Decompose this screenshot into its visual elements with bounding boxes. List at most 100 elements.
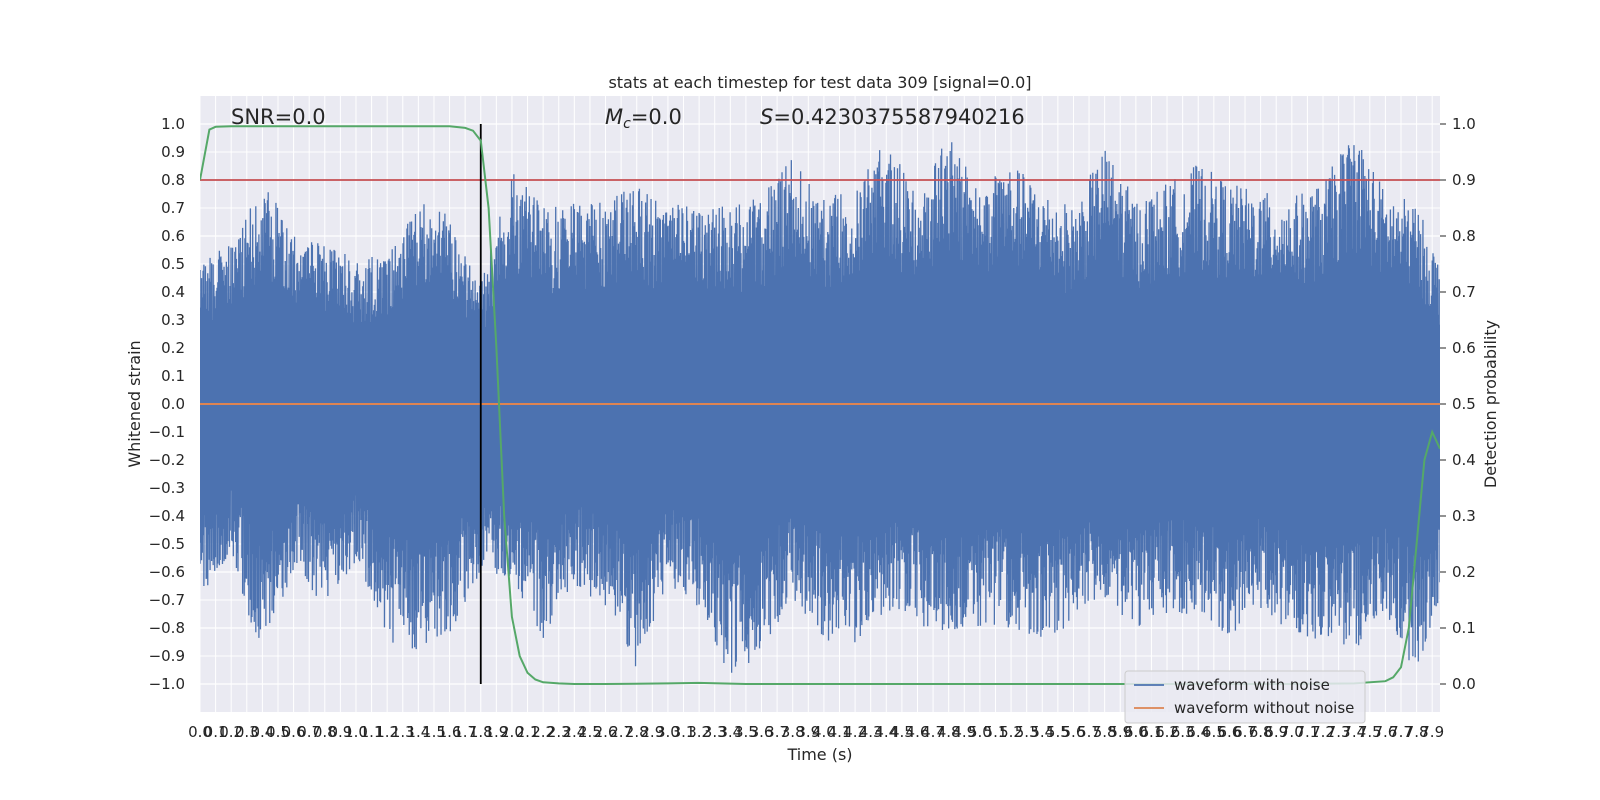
x-tick-label: 5.0 (968, 723, 992, 741)
x-tick-label: 7.4 (1342, 723, 1366, 741)
x-tick-label: 4.2 (843, 723, 867, 741)
x-tick-label: 1.6 (438, 723, 462, 741)
chirp-mass-annotation: Mc=0.0 (605, 105, 682, 132)
x-tick-label: 1.4 (406, 723, 430, 741)
left-y-tick-label: 0.7 (161, 199, 185, 217)
x-tick-label: 0.7 (297, 723, 321, 741)
x-tick-label: 5.9 (1108, 723, 1132, 741)
right-y-tick-label: 0.7 (1452, 283, 1476, 301)
x-tick-label: 3.5 (734, 723, 758, 741)
left-y-tick-label: 0.2 (161, 339, 185, 357)
x-tick-label: 2.6 (594, 723, 618, 741)
right-y-tick-label: 1.0 (1452, 115, 1476, 133)
left-y-tick-label: 0.3 (161, 311, 185, 329)
left-y-tick-label: 0.4 (161, 283, 185, 301)
left-y-tick-label: 0.1 (161, 367, 185, 385)
x-tick-label: 0.6 (282, 723, 306, 741)
x-tick-label: 5.5 (1046, 723, 1070, 741)
x-tick-label: 4.1 (828, 723, 852, 741)
reference-lines (200, 124, 1440, 684)
x-axis: 0.00.10.20.30.40.50.60.70.80.91.01.11.21… (188, 723, 1444, 741)
x-tick-label: 2.3 (547, 723, 571, 741)
left-y-axis: 1.0 0.9 0.8 0.7 0.6 0.5 0.4 0.3 0.2 0.1 0.0 −0.1 −0.… (149, 115, 185, 693)
x-axis-label: Time (s) (786, 745, 852, 764)
x-tick-label: 6.2 (1155, 723, 1179, 741)
x-tick-label: 5.7 (1077, 723, 1101, 741)
legend: waveform with noise waveform without noi… (1124, 670, 1366, 724)
x-tick-label: 6.1 (1140, 723, 1164, 741)
x-tick-label: 0.5 (266, 723, 290, 741)
x-tick-label: 1.2 (375, 723, 399, 741)
y-axis-label: Whitened strain (125, 340, 144, 467)
x-tick-label: 6.8 (1249, 723, 1273, 741)
x-tick-label: 2.4 (562, 723, 586, 741)
snr-annotation: SNR=0.0 (231, 105, 326, 129)
right-y-tick-label: 0.3 (1452, 507, 1476, 525)
x-tick-label: 7.0 (1280, 723, 1304, 741)
right-y-tick-label: 0.4 (1452, 451, 1476, 469)
left-y-tick-label: −0.6 (149, 563, 185, 581)
x-tick-label: 1.1 (360, 723, 384, 741)
x-tick-label: 7.7 (1389, 723, 1413, 741)
x-tick-label: 0.4 (250, 723, 274, 741)
x-tick-label: 0.9 (328, 723, 352, 741)
x-tick-label: 3.4 (718, 723, 742, 741)
x-tick-label: 6.7 (1233, 723, 1257, 741)
x-tick-label: 2.2 (531, 723, 555, 741)
x-tick-label: 3.7 (765, 723, 789, 741)
left-y-tick-label: −0.9 (149, 647, 185, 665)
left-y-tick-label: −0.3 (149, 479, 185, 497)
left-y-tick-label: −0.4 (149, 507, 185, 525)
x-tick-label: 6.5 (1202, 723, 1226, 741)
x-tick-label: 2.7 (609, 723, 633, 741)
left-y-tick-label: 0.8 (161, 171, 185, 189)
x-tick-label: 2.1 (516, 723, 540, 741)
left-y-tick-label: 0.6 (161, 227, 185, 245)
x-tick-label: 6.4 (1186, 723, 1210, 741)
waveform-with-noise-series (200, 142, 1440, 673)
chart-title: stats at each timestep for test data 309… (608, 73, 1031, 92)
x-tick-label: 4.9 (952, 723, 976, 741)
x-tick-label: 3.8 (781, 723, 805, 741)
detection-probability-series (200, 125, 1440, 685)
x-tick-label: 7.9 (1420, 723, 1444, 741)
left-y-tick-label: −0.5 (149, 535, 185, 553)
left-y-tick-label: −0.8 (149, 619, 185, 637)
x-tick-label: 2.8 (625, 723, 649, 741)
x-tick-label: 3.1 (672, 723, 696, 741)
x-tick-label: 5.1 (984, 723, 1008, 741)
x-tick-label: 0.3 (235, 723, 259, 741)
x-tick-label: 0.1 (204, 723, 228, 741)
waveform-with-noise-line (200, 142, 1440, 673)
x-tick-label: 6.3 (1171, 723, 1195, 741)
x-tick-label: 7.3 (1327, 723, 1351, 741)
right-y-tick-label: 0.5 (1452, 395, 1476, 413)
x-tick-label: 4.8 (937, 723, 961, 741)
right-y-tick-label: 0.1 (1452, 619, 1476, 637)
x-tick-label: 6.9 (1264, 723, 1288, 741)
left-y-tick-label: 0.0 (161, 395, 185, 413)
x-tick-label: 3.0 (656, 723, 680, 741)
x-tick-label: 4.0 (812, 723, 836, 741)
x-tick-label: 1.0 (344, 723, 368, 741)
x-tick-label: 2.0 (500, 723, 524, 741)
detection-probability-line (200, 125, 1440, 685)
x-tick-label: 7.6 (1373, 723, 1397, 741)
x-tick-label: 6.0 (1124, 723, 1148, 741)
x-tick-label: 4.4 (874, 723, 898, 741)
right-y-tick-label: 0.9 (1452, 171, 1476, 189)
left-y-tick-label: −0.2 (149, 451, 185, 469)
x-tick-label: 0.2 (219, 723, 243, 741)
x-tick-label: 1.3 (391, 723, 415, 741)
score-annotation: S=0.4230375587940216 (760, 105, 1025, 129)
right-y-tick-label: 0.8 (1452, 227, 1476, 245)
legend-label-noise: waveform with noise (1174, 676, 1330, 694)
left-y-tick-label: −1.0 (149, 675, 185, 693)
right-y-tick-label: 0.6 (1452, 339, 1476, 357)
left-y-tick-label: 0.9 (161, 143, 185, 161)
x-tick-label: 1.9 (484, 723, 508, 741)
x-tick-label: 7.5 (1358, 723, 1382, 741)
x-tick-label: 2.9 (640, 723, 664, 741)
left-y-tick-label: 1.0 (161, 115, 185, 133)
